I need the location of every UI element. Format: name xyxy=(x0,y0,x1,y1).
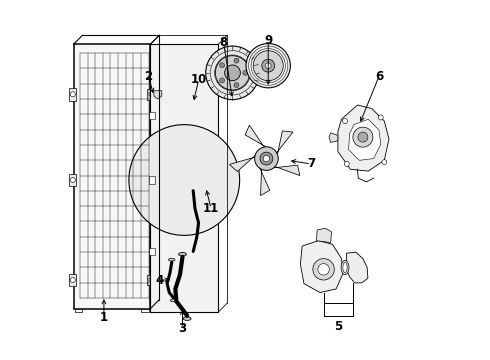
Polygon shape xyxy=(317,228,331,243)
Polygon shape xyxy=(346,252,368,283)
Circle shape xyxy=(149,278,153,282)
Circle shape xyxy=(220,78,224,83)
Circle shape xyxy=(234,58,239,63)
Ellipse shape xyxy=(171,299,177,302)
Text: 9: 9 xyxy=(264,34,272,47)
Text: 3: 3 xyxy=(178,322,187,335)
Polygon shape xyxy=(245,125,270,149)
Polygon shape xyxy=(329,133,338,143)
Text: 11: 11 xyxy=(203,202,219,215)
Circle shape xyxy=(71,278,75,283)
Circle shape xyxy=(206,46,259,100)
Polygon shape xyxy=(154,91,162,99)
Polygon shape xyxy=(142,309,148,312)
Ellipse shape xyxy=(169,258,175,261)
Ellipse shape xyxy=(341,260,349,275)
Polygon shape xyxy=(148,248,155,255)
Polygon shape xyxy=(75,309,82,312)
Polygon shape xyxy=(338,105,389,171)
Circle shape xyxy=(255,147,278,170)
Polygon shape xyxy=(69,174,76,186)
Circle shape xyxy=(343,118,347,123)
Polygon shape xyxy=(258,164,270,195)
Text: 5: 5 xyxy=(334,320,343,333)
Polygon shape xyxy=(147,275,154,285)
Text: 4: 4 xyxy=(155,274,163,287)
Circle shape xyxy=(215,56,249,90)
Polygon shape xyxy=(148,176,155,184)
Circle shape xyxy=(260,152,273,165)
Polygon shape xyxy=(275,131,293,159)
Text: 7: 7 xyxy=(307,157,315,170)
Circle shape xyxy=(266,63,271,68)
Circle shape xyxy=(263,156,270,162)
Circle shape xyxy=(344,161,349,166)
Circle shape xyxy=(220,63,224,68)
Circle shape xyxy=(149,178,153,182)
Circle shape xyxy=(71,92,75,97)
Text: 8: 8 xyxy=(220,36,228,49)
Circle shape xyxy=(253,51,283,81)
Circle shape xyxy=(358,132,368,142)
Polygon shape xyxy=(147,175,154,185)
Text: 2: 2 xyxy=(145,70,152,83)
Text: 10: 10 xyxy=(191,73,207,86)
Circle shape xyxy=(262,59,275,72)
Polygon shape xyxy=(269,165,300,176)
Circle shape xyxy=(313,258,334,280)
Polygon shape xyxy=(148,112,155,119)
Text: 1: 1 xyxy=(100,311,108,324)
Circle shape xyxy=(378,115,383,120)
Circle shape xyxy=(234,82,239,87)
Polygon shape xyxy=(300,241,343,293)
Polygon shape xyxy=(147,89,154,100)
Ellipse shape xyxy=(343,262,347,273)
Polygon shape xyxy=(348,119,381,160)
Polygon shape xyxy=(69,88,76,101)
Circle shape xyxy=(243,70,248,75)
Circle shape xyxy=(149,92,153,96)
Circle shape xyxy=(129,125,240,235)
Polygon shape xyxy=(229,152,259,171)
Polygon shape xyxy=(69,274,76,287)
Circle shape xyxy=(224,65,241,81)
Polygon shape xyxy=(150,44,218,312)
Text: 6: 6 xyxy=(375,70,383,83)
Ellipse shape xyxy=(178,252,186,256)
Circle shape xyxy=(318,264,329,275)
Circle shape xyxy=(353,127,373,147)
Polygon shape xyxy=(74,44,150,309)
Circle shape xyxy=(382,159,387,165)
Ellipse shape xyxy=(183,317,191,320)
Circle shape xyxy=(71,177,75,183)
Circle shape xyxy=(246,44,291,88)
